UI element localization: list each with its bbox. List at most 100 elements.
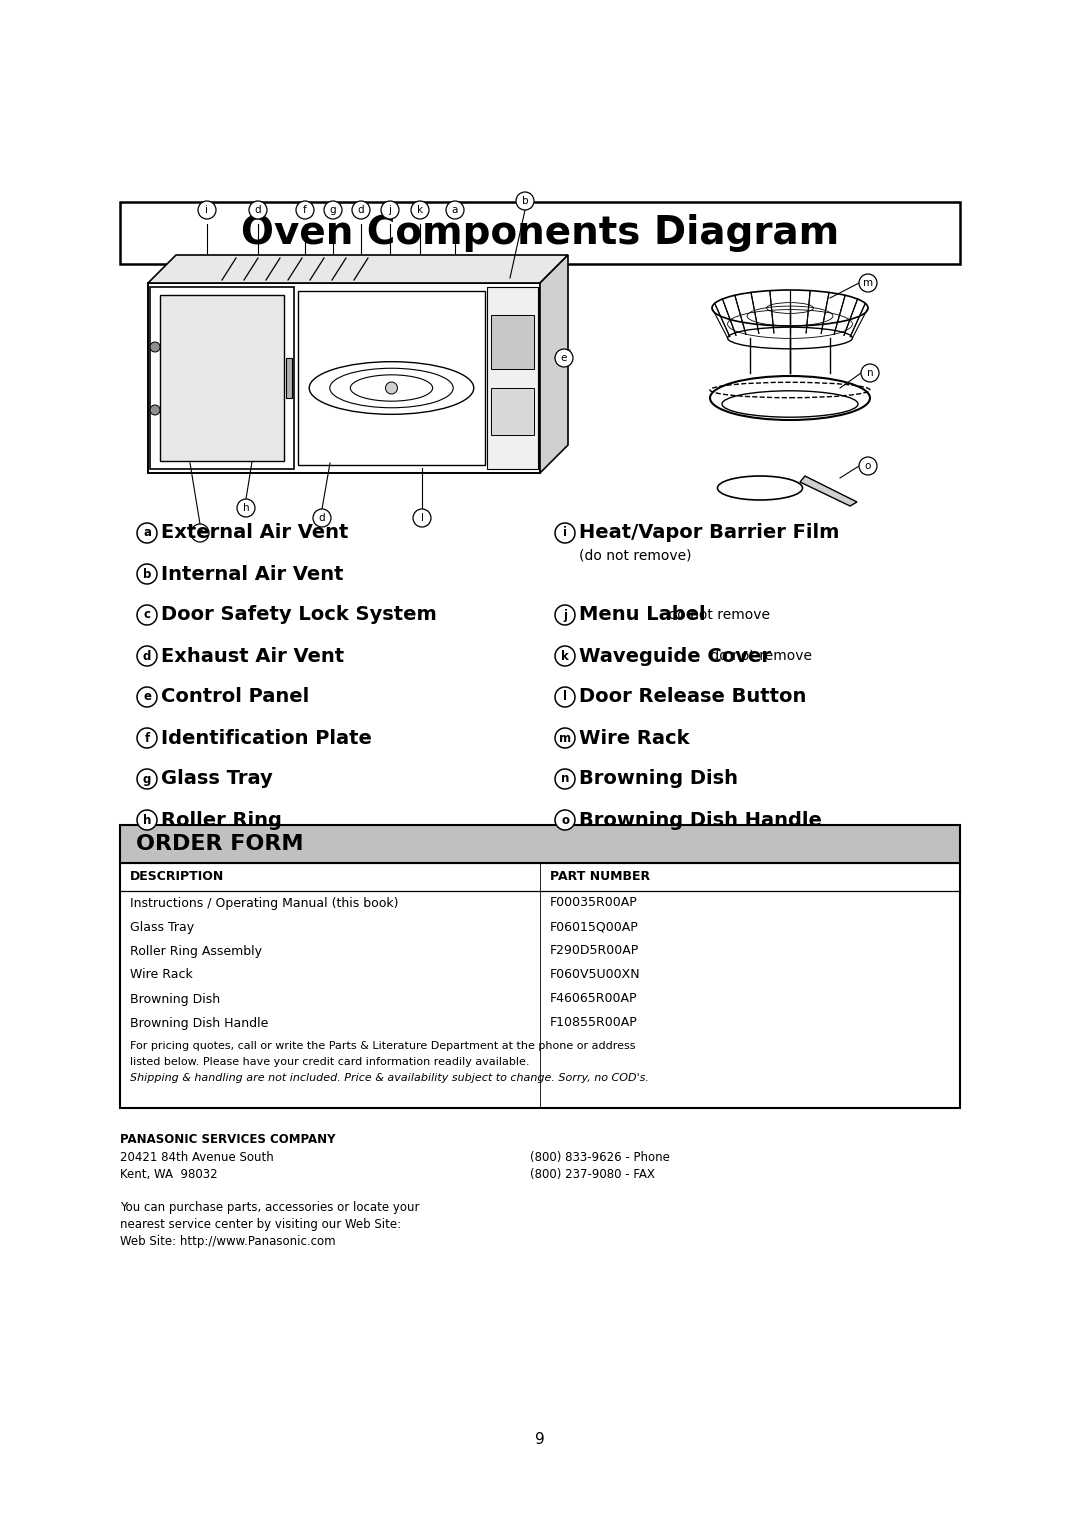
Polygon shape — [800, 477, 858, 506]
Text: External Air Vent: External Air Vent — [161, 524, 349, 542]
Text: DESCRIPTION: DESCRIPTION — [130, 871, 225, 883]
FancyBboxPatch shape — [160, 295, 284, 461]
Text: 9: 9 — [535, 1433, 545, 1447]
Circle shape — [861, 364, 879, 382]
Circle shape — [446, 202, 464, 219]
Circle shape — [137, 688, 157, 707]
Text: g: g — [329, 205, 336, 215]
Circle shape — [198, 202, 216, 219]
Text: Browning Dish: Browning Dish — [130, 993, 220, 1005]
Text: Heat/Vapor Barrier Film: Heat/Vapor Barrier Film — [579, 524, 839, 542]
Text: j: j — [563, 608, 567, 622]
Text: do not remove: do not remove — [706, 649, 812, 663]
Text: Glass Tray: Glass Tray — [161, 770, 273, 788]
Circle shape — [516, 193, 534, 209]
Text: b: b — [522, 196, 528, 206]
Text: Control Panel: Control Panel — [161, 688, 309, 706]
Text: l: l — [563, 691, 567, 703]
Text: l: l — [420, 513, 423, 523]
Circle shape — [555, 769, 575, 788]
Text: Glass Tray: Glass Tray — [130, 920, 194, 934]
Circle shape — [555, 646, 575, 666]
FancyBboxPatch shape — [150, 287, 294, 469]
Circle shape — [324, 202, 342, 219]
Text: Shipping & handling are not included. Price & availability subject to change. So: Shipping & handling are not included. Pr… — [130, 1073, 649, 1083]
Circle shape — [137, 727, 157, 749]
Circle shape — [411, 202, 429, 219]
Circle shape — [249, 202, 267, 219]
FancyBboxPatch shape — [491, 388, 534, 435]
Text: F46065R00AP: F46065R00AP — [550, 993, 637, 1005]
Circle shape — [381, 202, 399, 219]
Circle shape — [555, 523, 575, 542]
Text: c: c — [198, 529, 203, 538]
Circle shape — [859, 457, 877, 475]
Circle shape — [352, 202, 370, 219]
Text: F060V5U00XN: F060V5U00XN — [550, 969, 640, 981]
Text: You can purchase parts, accessories or locate your: You can purchase parts, accessories or l… — [120, 1201, 419, 1215]
Text: (do not remove): (do not remove) — [579, 549, 691, 562]
Text: Browning Dish Handle: Browning Dish Handle — [130, 1016, 268, 1030]
Text: Browning Dish Handle: Browning Dish Handle — [579, 810, 822, 830]
Circle shape — [150, 342, 160, 351]
Text: n: n — [866, 368, 874, 377]
Text: Browning Dish: Browning Dish — [579, 770, 738, 788]
Text: (800) 833-9626 - Phone: (800) 833-9626 - Phone — [530, 1151, 670, 1164]
Polygon shape — [148, 255, 568, 283]
FancyBboxPatch shape — [148, 283, 540, 474]
Text: Door Release Button: Door Release Button — [579, 688, 807, 706]
Text: e: e — [143, 691, 151, 703]
Text: b: b — [143, 567, 151, 581]
Text: o: o — [561, 813, 569, 827]
Circle shape — [296, 202, 314, 219]
Text: a: a — [143, 527, 151, 539]
Text: listed below. Please have your credit card information readily available.: listed below. Please have your credit ca… — [130, 1057, 529, 1067]
Text: o: o — [865, 461, 872, 471]
FancyBboxPatch shape — [487, 287, 538, 469]
Text: f: f — [145, 732, 150, 744]
Text: k: k — [562, 649, 569, 663]
FancyBboxPatch shape — [491, 315, 534, 368]
Text: Kent, WA  98032: Kent, WA 98032 — [120, 1167, 218, 1181]
Circle shape — [137, 564, 157, 584]
Circle shape — [191, 524, 210, 542]
Text: h: h — [143, 813, 151, 827]
Circle shape — [137, 646, 157, 666]
Circle shape — [413, 509, 431, 527]
Text: PART NUMBER: PART NUMBER — [550, 871, 650, 883]
Text: F10855R00AP: F10855R00AP — [550, 1016, 638, 1030]
Text: Roller Ring: Roller Ring — [161, 810, 282, 830]
Text: n: n — [561, 773, 569, 785]
Text: i: i — [205, 205, 208, 215]
Text: Internal Air Vent: Internal Air Vent — [161, 564, 343, 584]
FancyBboxPatch shape — [298, 290, 485, 465]
Text: (800) 237-9080 - FAX: (800) 237-9080 - FAX — [530, 1167, 654, 1181]
Circle shape — [237, 500, 255, 516]
Circle shape — [555, 727, 575, 749]
Circle shape — [137, 523, 157, 542]
Text: d: d — [255, 205, 261, 215]
Text: k: k — [417, 205, 423, 215]
Circle shape — [137, 605, 157, 625]
Text: F00035R00AP: F00035R00AP — [550, 897, 638, 909]
Text: i: i — [563, 527, 567, 539]
Text: c: c — [144, 608, 150, 622]
Circle shape — [313, 509, 330, 527]
Text: do not remove: do not remove — [664, 608, 770, 622]
Text: h: h — [243, 503, 249, 513]
Text: Menu Label: Menu Label — [579, 605, 705, 625]
Text: Exhaust Air Vent: Exhaust Air Vent — [161, 646, 345, 666]
Text: d: d — [319, 513, 325, 523]
Text: F290D5R00AP: F290D5R00AP — [550, 944, 639, 958]
Text: PANASONIC SERVICES COMPANY: PANASONIC SERVICES COMPANY — [120, 1132, 336, 1146]
Circle shape — [137, 810, 157, 830]
Text: Door Safety Lock System: Door Safety Lock System — [161, 605, 436, 625]
Circle shape — [555, 348, 573, 367]
Text: nearest service center by visiting our Web Site:: nearest service center by visiting our W… — [120, 1218, 401, 1232]
Circle shape — [555, 605, 575, 625]
Circle shape — [859, 274, 877, 292]
Text: d: d — [143, 649, 151, 663]
Text: Oven Components Diagram: Oven Components Diagram — [241, 214, 839, 252]
Text: F06015Q00AP: F06015Q00AP — [550, 920, 638, 934]
FancyBboxPatch shape — [286, 358, 292, 397]
